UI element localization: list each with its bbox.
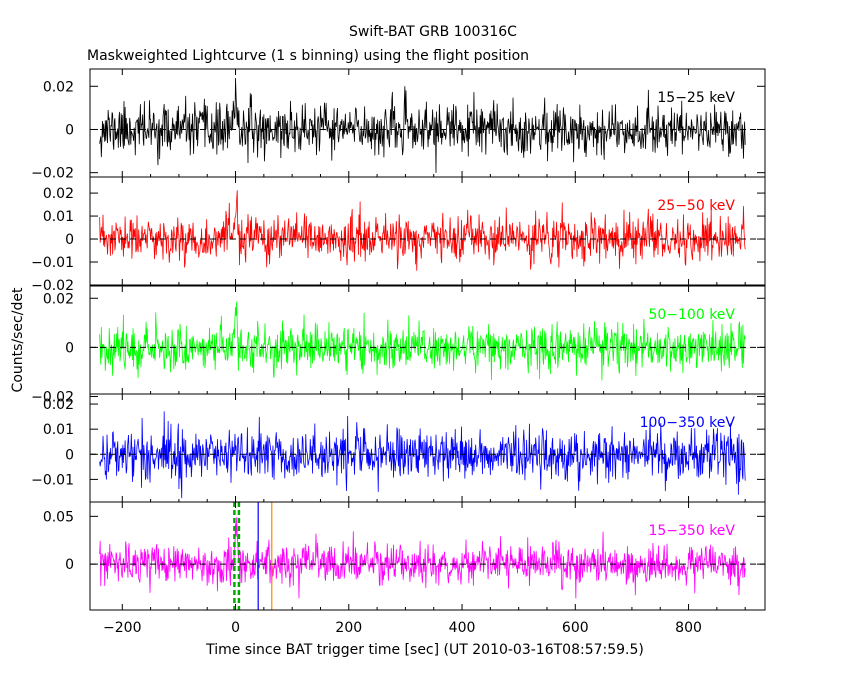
x-tick-label: 400: [449, 620, 476, 636]
panel-frame: [89, 285, 766, 395]
panel-frame: [89, 176, 766, 286]
y-tick-label: 0.02: [43, 79, 74, 95]
y-axis-label: Counts/sec/det: [10, 287, 26, 392]
y-tick-label: −0.01: [31, 472, 74, 488]
y-tick-label: −0.02: [31, 166, 74, 182]
panel-15-25-kev: −0.02 0 0.02 15−25 keV: [31, 68, 766, 182]
series-line: [99, 411, 746, 499]
y-tick-label: 0: [65, 122, 74, 138]
chart-subtitle: Maskweighted Lightcurve (1 s binning) us…: [87, 48, 529, 64]
panel-15-350-kev: 0 0.05 −200 0 200 400 600 800 15−350 keV: [43, 501, 766, 636]
series-line: [99, 77, 746, 173]
y-tick-label: 0: [65, 447, 74, 463]
y-tick-label: 0.01: [43, 422, 74, 438]
x-tick-label: 600: [562, 620, 589, 636]
panel-50-100-kev: −0.02 0 0.02 50−100 keV: [31, 285, 766, 405]
x-tick-label: 200: [335, 620, 362, 636]
y-tick-label: 0: [65, 340, 74, 356]
band-label: 15−350 keV: [648, 523, 735, 539]
band-label: 100−350 keV: [640, 415, 736, 431]
y-tick-label: 0.02: [43, 397, 74, 413]
x-axis-label: Time since BAT trigger time [sec] (UT 20…: [205, 642, 644, 658]
y-tick-label: −0.02: [31, 278, 74, 294]
band-label: 15−25 keV: [657, 90, 735, 106]
chart-title: Swift-BAT GRB 100316C: [349, 24, 517, 40]
series-line: [99, 190, 746, 271]
y-tick-label: 0: [65, 232, 74, 248]
x-tick-label: −200: [103, 620, 141, 636]
y-tick-label: 0: [65, 557, 74, 573]
panel-25-50-kev: −0.02 −0.01 0 0.01 0.02 25−50 keV: [31, 176, 766, 294]
y-tick-label: −0.02: [31, 389, 74, 405]
panels-group: −0.02 0 0.02 15−25 keV −0.02 −0.01 0 0.01 0.02 25…: [31, 68, 766, 636]
y-tick-label: 0.02: [43, 186, 74, 202]
x-tick-label: 800: [675, 620, 702, 636]
y-tick-label: −0.01: [31, 255, 74, 271]
panel-frame: [89, 501, 766, 611]
panel-100-350-kev: −0.01 0 0.01 0.02 100−350 keV: [31, 393, 766, 503]
band-label: 50−100 keV: [648, 307, 735, 323]
y-tick-label: 0.01: [43, 209, 74, 225]
y-tick-label: 0.05: [43, 509, 74, 525]
series-line: [99, 301, 746, 381]
x-tick-label: 0: [231, 620, 240, 636]
band-label: 25−50 keV: [657, 198, 735, 214]
series-line: [99, 517, 746, 599]
y-tick-label: 0.02: [43, 291, 74, 307]
